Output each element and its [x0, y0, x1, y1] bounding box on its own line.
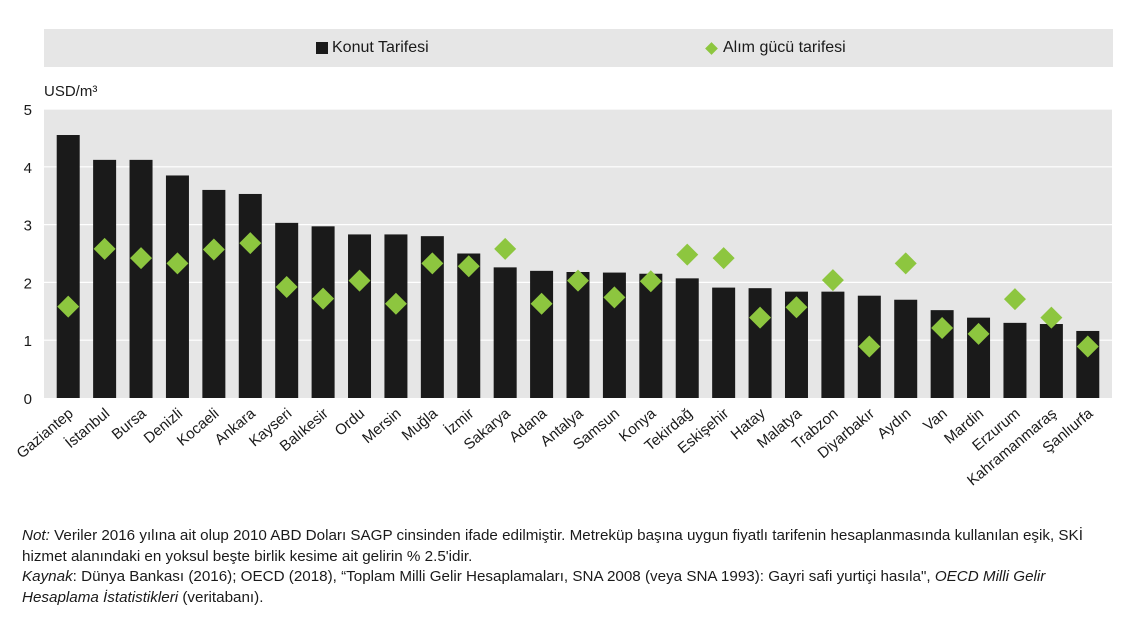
- marker: [858, 335, 881, 358]
- notes: Not: Veriler 2016 yılına ait olup 2010 A…: [22, 526, 1112, 608]
- bar: [639, 273, 663, 398]
- legend-marker-label: Alım gücü tarifesi: [723, 39, 846, 56]
- y-tick-label: 1: [24, 333, 32, 350]
- legend-item-markers: Alım gücü tarifesi: [705, 39, 846, 57]
- bar: [821, 291, 845, 398]
- bar: [1003, 322, 1027, 398]
- legend: Konut Tarifesi Alım gücü tarifesi: [44, 29, 1113, 67]
- marker: [93, 237, 116, 260]
- marker: [421, 252, 444, 275]
- marker: [821, 269, 844, 292]
- legend-bar-label: Konut Tarifesi: [332, 39, 429, 56]
- y-tick-label: 2: [24, 275, 32, 292]
- y-tick-label: 0: [24, 391, 32, 408]
- bar: [894, 299, 918, 398]
- bar: [1039, 324, 1063, 398]
- marker: [676, 243, 699, 266]
- bar: [311, 226, 335, 398]
- source-end: (veritabanı).: [178, 588, 264, 606]
- bar: [129, 159, 153, 398]
- bar: [493, 267, 517, 398]
- bar: [165, 175, 189, 398]
- x-tick-label: Muğla: [399, 405, 442, 445]
- note-text: Veriler 2016 yılına ait olup 2010 ABD Do…: [22, 527, 1083, 565]
- marker: [931, 317, 954, 340]
- legend-item-bars: Konut Tarifesi: [316, 39, 429, 57]
- marker: [348, 269, 371, 292]
- note-label: Not:: [22, 527, 50, 544]
- bar: [348, 234, 372, 398]
- y-axis-label: USD/m³: [44, 83, 97, 100]
- bar: [202, 189, 226, 398]
- marker: [384, 292, 407, 315]
- bar: [784, 291, 808, 398]
- bar: [602, 272, 626, 398]
- marker: [712, 247, 735, 270]
- marker: [57, 295, 80, 318]
- bar: [93, 159, 117, 398]
- bar: [457, 253, 481, 398]
- note-paragraph: Not: Veriler 2016 yılına ait olup 2010 A…: [22, 526, 1112, 567]
- marker: [967, 322, 990, 345]
- source-text: : Dünya Bankası (2016); OECD (2018), “To…: [72, 568, 935, 585]
- marker: [603, 286, 626, 309]
- bar: [712, 287, 736, 398]
- marker: [1003, 288, 1026, 311]
- source-italic: OECD Milli Gelir Hesaplama İstatistikler…: [22, 568, 1046, 606]
- marker: [166, 252, 189, 275]
- marker: [239, 232, 262, 255]
- marker: [275, 276, 298, 299]
- source-label: Kaynak: [22, 568, 73, 585]
- marker: [130, 247, 153, 270]
- x-tick-label: Kocaeli: [174, 405, 223, 450]
- y-tick-label: 4: [24, 160, 32, 177]
- marker: [749, 306, 772, 329]
- bar: [384, 234, 408, 398]
- marker: [639, 270, 662, 293]
- bar: [566, 271, 590, 398]
- legend-bar-swatch: [316, 42, 328, 54]
- marker: [567, 269, 589, 292]
- bar: [675, 278, 699, 398]
- x-tick-label: Aydın: [874, 405, 914, 443]
- marker: [494, 237, 517, 260]
- bar: [420, 236, 444, 398]
- marker: [1040, 306, 1063, 329]
- bar: [530, 270, 554, 398]
- marker: [312, 287, 335, 310]
- marker: [785, 296, 808, 319]
- bar: [275, 222, 299, 398]
- bar: [56, 135, 80, 398]
- marker: [894, 252, 917, 275]
- y-tick-label: 3: [24, 218, 32, 235]
- y-tick-label: 5: [24, 102, 32, 119]
- marker: [202, 238, 225, 261]
- marker: [530, 292, 553, 315]
- marker: [457, 255, 480, 278]
- x-tick-label: Mersin: [359, 405, 404, 447]
- source-paragraph: Kaynak: Dünya Bankası (2016); OECD (2018…: [22, 567, 1112, 608]
- marker: [1076, 335, 1099, 358]
- bar: [748, 288, 772, 398]
- bar: [238, 193, 262, 398]
